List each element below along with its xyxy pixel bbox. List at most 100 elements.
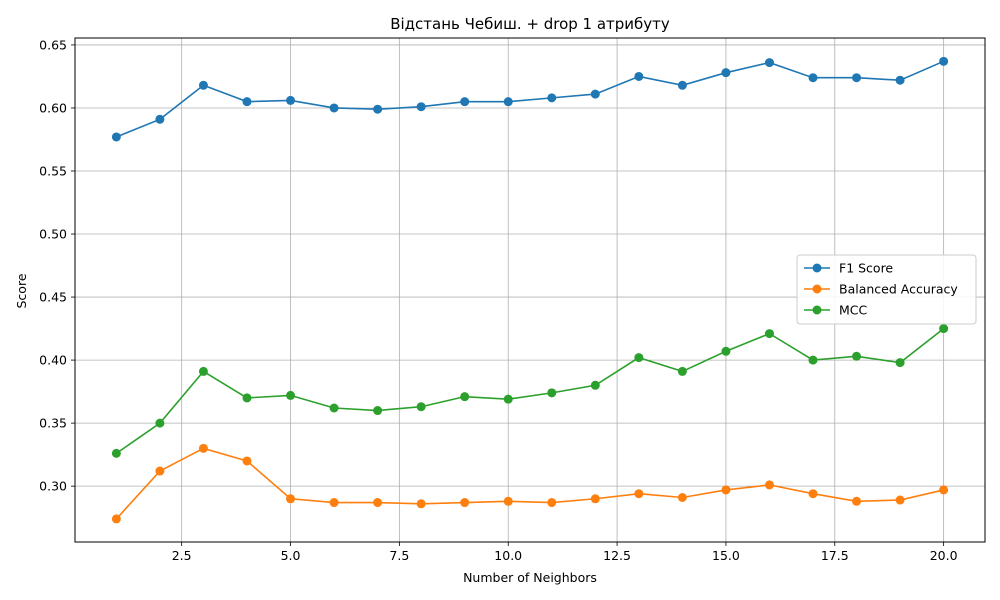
data-point	[416, 102, 426, 112]
x-tick-label: 5.0	[281, 548, 301, 563]
y-axis-ticks: 0.30 0.35 0.40 0.45 0.50 0.55 0.60 0.65	[39, 37, 75, 494]
data-point	[939, 485, 949, 495]
x-tick-label: 12.5	[603, 548, 631, 563]
data-point	[329, 498, 339, 508]
series-line	[115, 447, 944, 520]
data-point	[677, 366, 687, 376]
data-point	[852, 351, 862, 361]
data-point	[373, 104, 383, 114]
data-point	[416, 402, 426, 412]
data-point	[155, 466, 165, 476]
legend: F1 Score Balanced Accuracy MCC	[796, 254, 977, 325]
data-point	[721, 485, 731, 495]
legend-marker	[812, 284, 822, 294]
x-tick-label: 17.5	[821, 548, 849, 563]
data-point	[416, 499, 426, 509]
data-point	[721, 68, 731, 78]
data-point	[503, 97, 513, 107]
data-point	[764, 329, 774, 339]
series-layer	[111, 56, 949, 524]
y-tick-label: 0.50	[39, 227, 67, 242]
x-tick-label: 2.5	[172, 548, 192, 563]
y-tick-label: 0.45	[39, 290, 67, 305]
data-point	[634, 71, 644, 81]
data-point	[852, 496, 862, 506]
data-point	[677, 492, 687, 502]
data-point	[547, 388, 557, 398]
data-point	[590, 380, 600, 390]
x-axis-label: Number of Neighbors	[463, 570, 597, 585]
plot-frame	[74, 37, 986, 543]
data-point	[111, 514, 121, 524]
data-point	[808, 73, 818, 83]
data-point	[895, 358, 905, 368]
data-point	[460, 97, 470, 107]
data-point	[852, 73, 862, 83]
data-point	[939, 56, 949, 66]
data-point	[460, 498, 470, 508]
data-point	[547, 498, 557, 508]
data-point	[286, 494, 296, 504]
data-point	[373, 498, 383, 508]
data-point	[373, 406, 383, 416]
data-point	[503, 496, 513, 506]
legend-marker	[812, 263, 822, 273]
legend-label: MCC	[839, 303, 868, 318]
series-line	[115, 327, 945, 455]
y-tick-label: 0.60	[39, 100, 67, 115]
x-tick-label: 15.0	[712, 548, 740, 563]
y-tick-label: 0.40	[39, 353, 67, 368]
data-point	[721, 346, 731, 356]
series-balanced-accuracy	[111, 443, 949, 524]
data-point	[634, 489, 644, 499]
data-point	[895, 495, 905, 505]
data-point	[286, 390, 296, 400]
data-point	[547, 93, 557, 103]
data-point	[634, 353, 644, 363]
legend-item: F1 Score	[804, 261, 893, 276]
x-tick-label: 7.5	[389, 548, 409, 563]
data-point	[155, 114, 165, 124]
y-axis-label: Score	[14, 273, 29, 308]
data-point	[242, 393, 252, 403]
y-tick-label: 0.35	[39, 416, 67, 431]
y-tick-label: 0.65	[39, 37, 67, 52]
x-axis-ticks: 2.5 5.0 7.5 10.0 12.5 15.0 17.5 20.0	[172, 542, 958, 563]
data-point	[242, 97, 252, 107]
data-point	[198, 80, 208, 90]
data-point	[198, 443, 208, 453]
legend-label: F1 Score	[839, 261, 893, 276]
data-point	[329, 103, 339, 113]
series-line	[116, 60, 944, 138]
data-point	[155, 418, 165, 428]
data-point	[242, 456, 252, 466]
data-point	[590, 494, 600, 504]
data-point	[198, 366, 208, 376]
series-f1-score	[111, 56, 949, 142]
data-point	[460, 392, 470, 402]
y-tick-label: 0.30	[39, 479, 67, 494]
data-point	[764, 480, 774, 490]
data-point	[764, 58, 774, 68]
legend-item: Balanced Accuracy	[804, 282, 958, 297]
data-point	[808, 355, 818, 365]
legend-label: Balanced Accuracy	[839, 282, 958, 297]
grid	[75, 38, 985, 542]
x-tick-label: 20.0	[930, 548, 958, 563]
data-point	[111, 132, 121, 142]
series-mcc	[111, 324, 949, 458]
legend-item: MCC	[804, 303, 868, 318]
x-tick-label: 10.0	[494, 548, 522, 563]
data-point	[808, 489, 818, 499]
data-point	[590, 89, 600, 99]
legend-box	[796, 254, 977, 325]
data-point	[286, 95, 296, 105]
data-point	[111, 448, 121, 458]
data-point	[503, 394, 513, 404]
chart-title: Відстань Чебиш. + drop 1 атрибуту	[390, 15, 670, 33]
legend-marker	[812, 305, 822, 315]
data-point	[677, 80, 687, 90]
data-point	[329, 403, 339, 413]
y-tick-label: 0.55	[39, 163, 67, 178]
